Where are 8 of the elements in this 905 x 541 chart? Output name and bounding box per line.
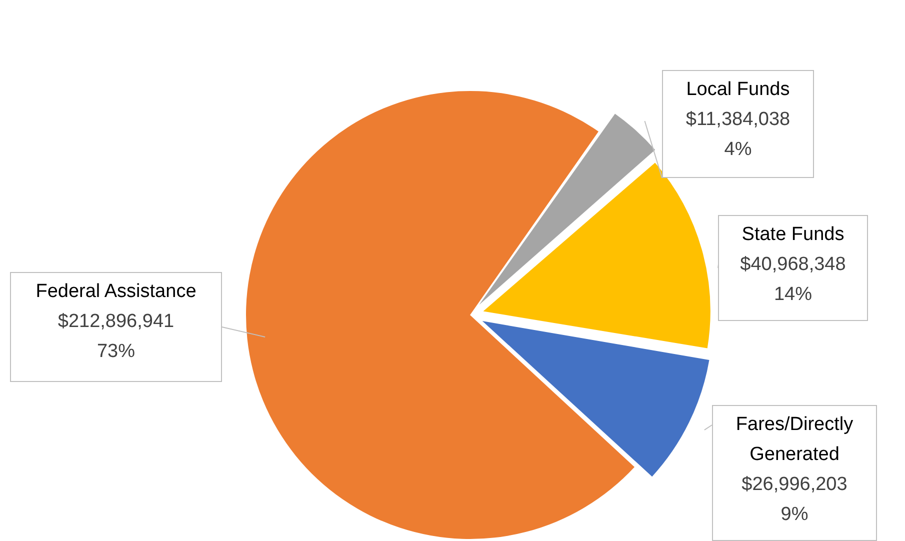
slice-label: State Funds — [740, 223, 846, 247]
slice-label: Local Funds — [685, 78, 791, 102]
data-label: $11,384,038 4% — [684, 108, 792, 162]
slice-label: Fares/Directly Generated — [734, 413, 854, 467]
slice-label: Federal Assistance — [34, 280, 198, 304]
data-label: $212,896,941 73% — [56, 310, 176, 364]
data-label: $26,996,203 9% — [740, 473, 848, 527]
data-label: $40,968,348 14% — [739, 253, 847, 307]
